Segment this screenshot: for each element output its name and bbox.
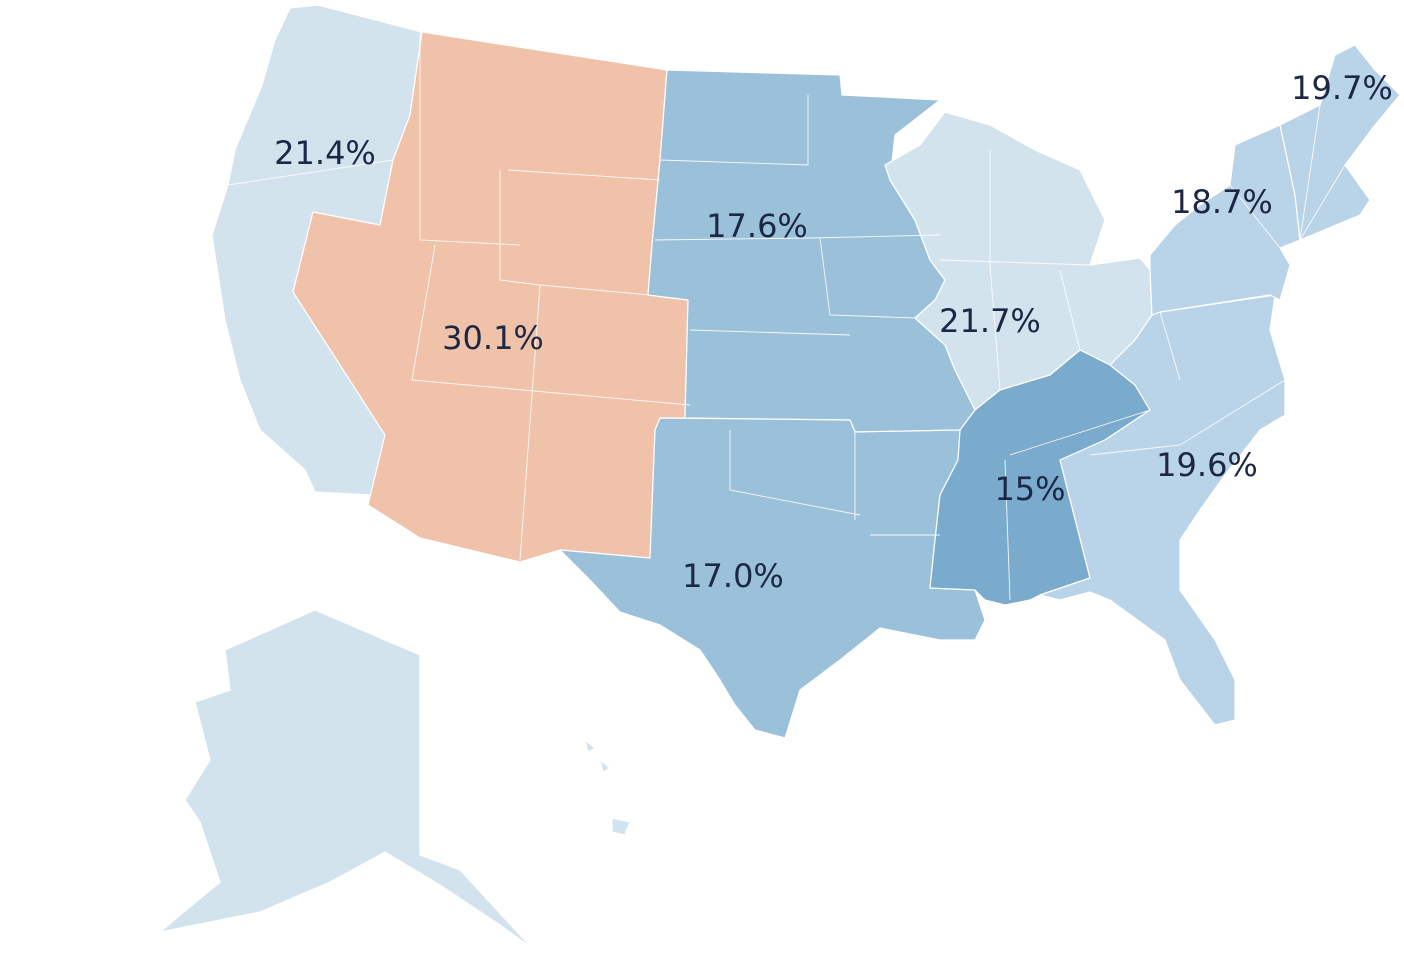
region [159,4,631,949]
state-border [227,32,1346,601]
region-label: 30.1% [442,319,544,357]
labels: 21.4% 30.1% 17.6% 17.0% 21.7% 15% 19.6% … [274,69,1393,595]
region-label: 15% [994,470,1065,508]
region [647,69,976,433]
region [1039,294,1286,726]
region-label: 21.4% [274,134,376,172]
state-borders [227,32,1346,601]
region-label: 19.7% [1291,69,1393,107]
region-label: 19.6% [1156,446,1258,484]
region [1149,124,1301,316]
region-label: 21.7% [939,302,1041,340]
region-label: 18.7% [1171,183,1273,221]
regions [159,4,1401,949]
region-label: 17.0% [682,557,784,595]
region-label: 17.6% [706,207,808,245]
